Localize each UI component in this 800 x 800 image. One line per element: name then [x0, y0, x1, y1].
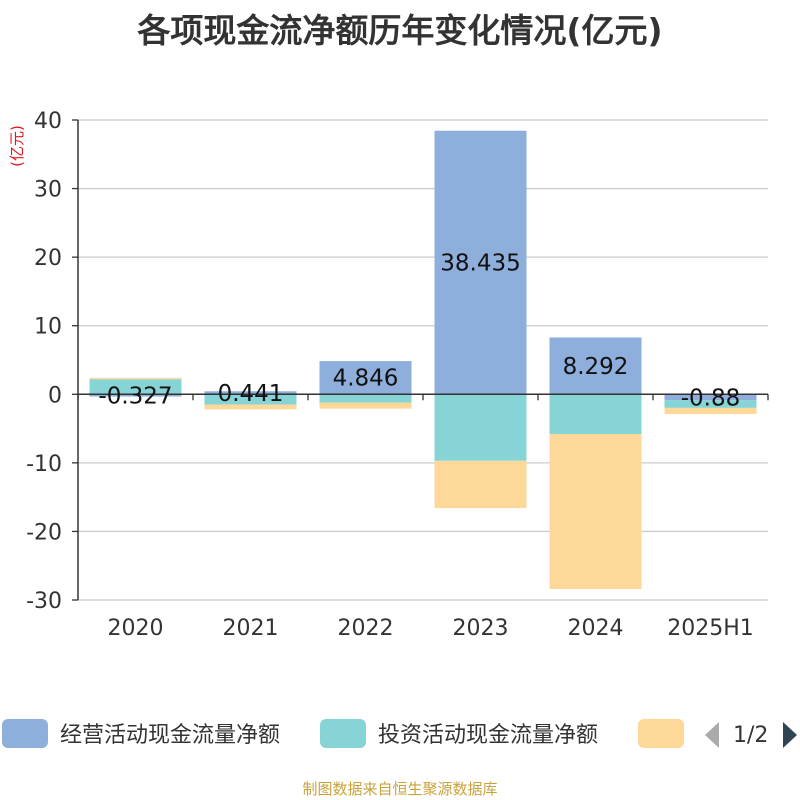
chart-title: 各项现金流净额历年变化情况(亿元)	[137, 11, 663, 50]
bar-series-1-2024	[549, 394, 642, 435]
legend: 经营活动现金流量净额 投资活动现金流量净额 1/2	[2, 719, 797, 748]
axes: 40 30 20 10 0 -10 -20 -30 (亿元) 2020 2021 2022 2023 20…	[8, 109, 769, 641]
bar-series-1-2022	[319, 394, 412, 403]
y-unit-label: (亿元)	[8, 125, 26, 167]
bar-series-2-2024	[549, 434, 642, 590]
bar-series-1-2020	[89, 379, 182, 395]
x-tick-label: 2020	[108, 616, 164, 641]
data-label: 38.435	[440, 251, 520, 277]
y-tick-label: -20	[26, 520, 62, 545]
y-tick-label: -10	[26, 452, 62, 477]
bar-series-1-2021	[204, 394, 297, 405]
bar-series-0-2020	[89, 394, 182, 397]
data-source-note: 制图数据来自恒生聚源数据库	[302, 780, 498, 798]
bar-series-0-2024	[549, 337, 642, 395]
y-tick-label: 40	[34, 109, 62, 134]
bar-series-2-2021	[204, 404, 297, 410]
bar-series-0-2021	[204, 391, 297, 395]
x-tick-label: 2022	[338, 616, 394, 641]
data-label: 8.292	[563, 354, 629, 380]
legend-prev-page-icon[interactable]	[705, 722, 719, 748]
x-tick-label: 2021	[223, 616, 279, 641]
bar-series-2-2023	[434, 460, 527, 509]
x-tick-label: 2023	[453, 616, 509, 641]
y-tick-label: -30	[26, 589, 62, 614]
legend-swatch[interactable]	[2, 719, 48, 748]
y-tick-label: 0	[48, 383, 62, 408]
data-label: -0.327	[98, 383, 172, 409]
legend-next-page-icon[interactable]	[783, 722, 797, 748]
y-tick-label: 10	[34, 315, 62, 340]
bar-series-0-2025H1	[664, 394, 757, 401]
bar-series-0-2023	[434, 130, 527, 395]
data-labels: -0.327 0.441 4.846 38.435 8.292 -0.88	[98, 251, 740, 412]
grid-lines	[78, 119, 768, 601]
data-label: -0.88	[681, 385, 741, 411]
bar-series-2-2025H1	[664, 407, 757, 415]
bars	[89, 130, 757, 590]
bar-series-0-2022	[319, 361, 412, 395]
legend-swatch[interactable]	[320, 719, 366, 748]
bar-series-1-2025H1	[664, 400, 757, 408]
x-tick-label: 2024	[568, 616, 624, 641]
x-tick-label: 2025H1	[667, 616, 754, 641]
y-tick-label: 30	[34, 178, 62, 203]
bar-series-1-2023	[434, 394, 527, 461]
legend-swatch[interactable]	[638, 719, 684, 748]
legend-page-indicator: 1/2	[733, 723, 768, 748]
bar-series-2-2020	[89, 377, 182, 380]
data-label: 0.441	[218, 381, 284, 407]
y-tick-label: 20	[34, 246, 62, 271]
data-label: 4.846	[333, 366, 399, 392]
bar-series-2-2022	[319, 402, 412, 409]
legend-label[interactable]: 投资活动现金流量净额	[378, 723, 598, 748]
legend-label[interactable]: 经营活动现金流量净额	[60, 723, 280, 748]
